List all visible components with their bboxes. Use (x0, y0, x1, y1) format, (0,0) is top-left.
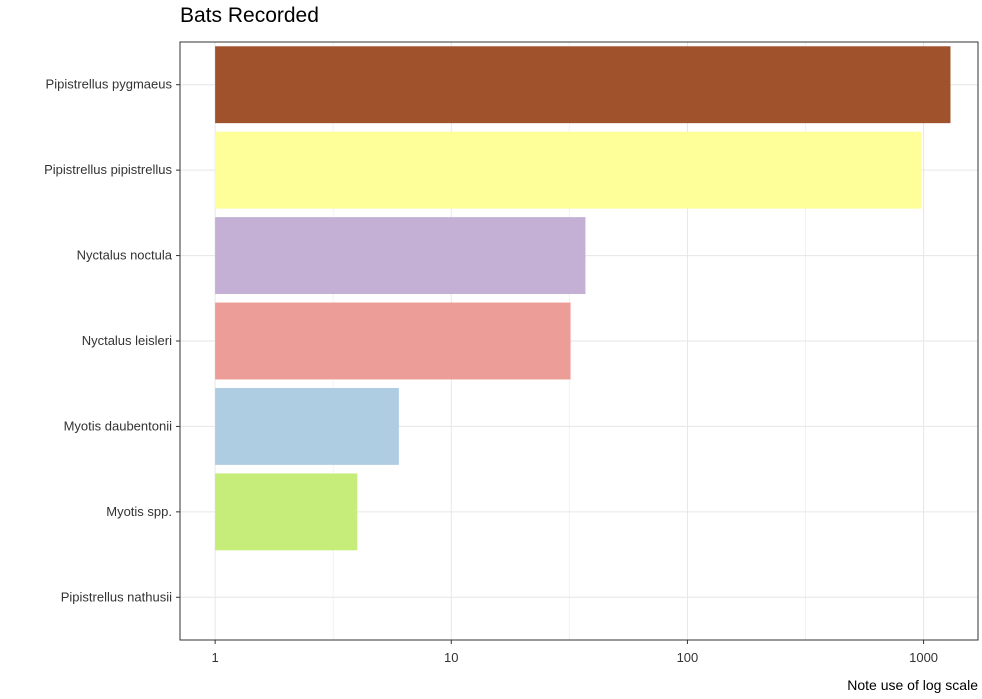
bar (215, 473, 358, 551)
category-label: Pipistrellus pipistrellus (44, 162, 172, 177)
bar (215, 302, 571, 380)
category-label: Pipistrellus nathusii (61, 589, 172, 604)
bar (215, 131, 922, 209)
x-axis-ticks: 1 10 100 1000 (212, 640, 938, 665)
bars (215, 46, 951, 551)
bar (215, 217, 586, 295)
bar (215, 387, 399, 465)
x-tick-label: 1000 (909, 650, 938, 665)
category-label: Pipistrellus pygmaeus (46, 77, 173, 92)
category-label: Nyctalus noctula (77, 248, 173, 263)
category-label: Myotis spp. (106, 504, 172, 519)
category-labels: Pipistrellus pygmaeus Pipistrellus pipist… (44, 77, 180, 604)
x-tick-label: 1 (212, 650, 219, 665)
x-tick-label: 100 (677, 650, 699, 665)
bar (215, 46, 951, 124)
category-label: Myotis daubentonii (64, 418, 173, 433)
log-scale-caption: Note use of log scale (847, 677, 978, 693)
chart-title: Bats Recorded (180, 4, 319, 27)
category-label: Nyctalus leisleri (82, 333, 172, 348)
x-tick-label: 10 (444, 650, 458, 665)
